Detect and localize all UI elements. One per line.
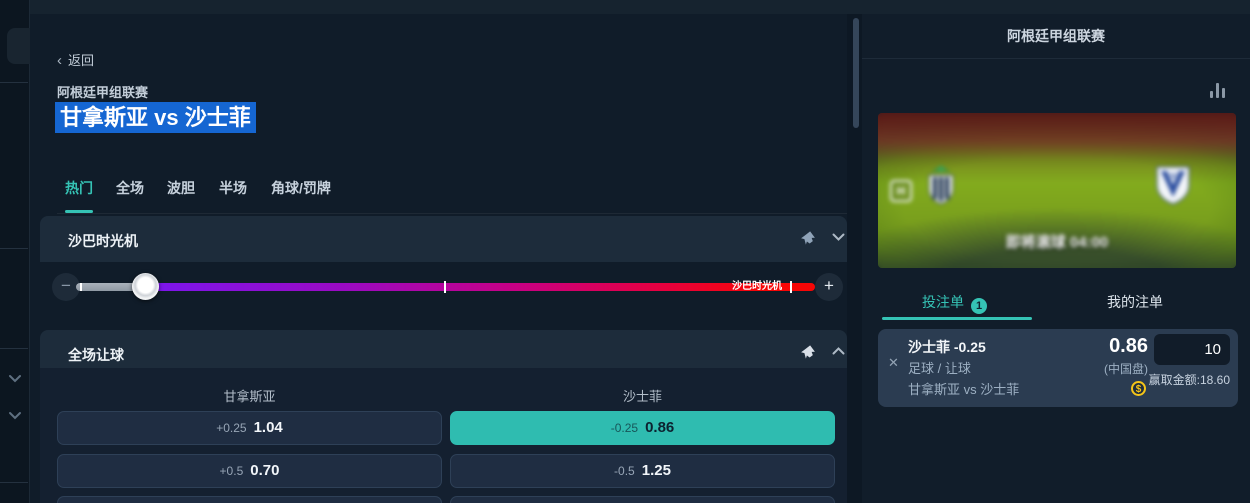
chevron-down-icon[interactable] — [832, 233, 845, 241]
slider-handle[interactable] — [132, 273, 159, 300]
slider-tick-end — [790, 281, 792, 293]
handicap-value: -0.25 — [610, 421, 639, 435]
hero-shade — [878, 113, 1236, 268]
close-icon[interactable]: ✕ — [888, 355, 899, 370]
stake-input[interactable] — [1154, 334, 1230, 365]
bet-event: 甘拿斯亚 vs 沙士菲 — [908, 382, 1020, 397]
bet-market: 足球 / 让球 — [908, 361, 971, 376]
tab-correct-score[interactable]: 波胆 — [167, 180, 195, 196]
slider-tick-mid — [444, 281, 446, 293]
divider — [0, 482, 28, 483]
divider — [0, 248, 28, 249]
back-chevron-icon: ‹ — [57, 52, 62, 69]
time-machine-section-header[interactable]: 沙巴时光机 — [40, 216, 847, 262]
panel-league-title: 阿根廷甲组联赛 — [862, 14, 1250, 59]
odds-format: (中国盘) — [1104, 362, 1148, 376]
divider — [0, 348, 28, 349]
bet-slip-card: ✕ 沙士菲 -0.25 足球 / 让球 甘拿斯亚 vs 沙士菲 0.86 (中国… — [878, 329, 1238, 407]
panel-gutter — [847, 14, 862, 503]
left-sidebar-edge — [0, 0, 37, 503]
scrollbar-thumb[interactable] — [853, 18, 859, 128]
odds-value: 1.04 — [253, 419, 283, 436]
tab-halftime[interactable]: 半场 — [219, 180, 247, 196]
odds-button-away-025-selected[interactable]: -0.25 0.86 — [450, 411, 835, 445]
back-button[interactable]: ‹ 返回 — [57, 50, 94, 69]
selected-title-text: 甘拿斯亚 vs 沙士菲 — [55, 102, 256, 133]
minus-icon: − — [61, 276, 71, 295]
odds-button-home-05[interactable]: +0.5 0.70 — [57, 454, 442, 488]
match-hero-card[interactable]: H V 即将滚球 04:00 甘拿斯亚 沙士菲 — [878, 113, 1236, 268]
tab-fulltime[interactable]: 全场 — [116, 180, 144, 196]
slider-plus-button[interactable]: + — [815, 273, 843, 301]
divider — [0, 82, 28, 83]
main-content: ‹ 返回 阿根廷甲组联赛 甘拿斯亚 vs 沙士菲 热门 全场 波胆 半场 角球/罚… — [30, 14, 847, 503]
market-tabs: 热门 全场 波胆 半场 角球/罚牌 — [57, 166, 847, 214]
win-amount: 18.60 — [1199, 373, 1230, 387]
column-header-home: 甘拿斯亚 — [223, 389, 276, 404]
top-band — [0, 0, 1250, 14]
bet-odds: 0.86 — [1109, 335, 1148, 357]
slider-tick — [80, 283, 82, 291]
slider-minus-button[interactable]: − — [52, 273, 80, 301]
stats-bars-icon[interactable] — [1210, 82, 1230, 98]
section-title: 沙巴时光机 — [68, 233, 138, 249]
match-status: 即将滚球 04:00 — [1005, 234, 1109, 251]
active-tab-underline — [882, 317, 1032, 320]
right-panel: 阿根廷甲组联赛 H V 即将滚球 — [862, 14, 1250, 503]
slider-track-label: 沙巴时光机 — [732, 281, 782, 292]
league-breadcrumb: 阿根廷甲组联赛 — [57, 85, 149, 100]
home-badge: H — [890, 180, 912, 202]
handicap-value: +0.5 — [219, 464, 244, 478]
svg-text:V: V — [1170, 171, 1176, 181]
tab-label: 投注单 — [922, 294, 964, 310]
coin-icon: $ — [1131, 381, 1146, 396]
win-label: 赢取金额: — [1148, 373, 1200, 387]
bet-selection: 沙士菲 -0.25 — [908, 339, 986, 355]
pin-icon[interactable] — [800, 344, 816, 360]
tab-corners-cards[interactable]: 角球/罚牌 — [271, 180, 331, 196]
plus-icon: + — [824, 276, 834, 295]
tab-my-bets[interactable]: 我的注单 — [1107, 294, 1163, 310]
chevron-down-icon[interactable] — [8, 374, 22, 383]
back-label: 返回 — [68, 53, 95, 68]
section-title: 全场让球 — [68, 347, 124, 363]
odds-value: 1.25 — [641, 462, 671, 479]
away-team-crest-icon: V — [1153, 163, 1191, 207]
odds-value: 0.86 — [645, 419, 675, 436]
pin-icon[interactable] — [800, 230, 816, 246]
odds-button-home-025[interactable]: +0.25 1.04 — [57, 411, 442, 445]
slider-track-past[interactable] — [76, 283, 176, 291]
chevron-up-icon[interactable] — [832, 347, 845, 355]
tab-hot[interactable]: 热门 — [65, 180, 93, 213]
chevron-down-icon[interactable] — [8, 411, 22, 420]
slider-track-gradient[interactable] — [146, 283, 815, 291]
odds-value: 0.70 — [250, 462, 280, 479]
handicap-value: -0.5 — [614, 464, 635, 478]
odds-button-away-row3-cutoff[interactable] — [450, 496, 835, 503]
tab-betslip[interactable]: 投注单 1 — [922, 292, 987, 314]
odds-button-home-row3-cutoff[interactable] — [57, 496, 442, 503]
column-header-away: 沙士菲 — [622, 389, 662, 404]
handicap-value: +0.25 — [216, 421, 247, 435]
odds-button-away-05[interactable]: -0.5 1.25 — [450, 454, 835, 488]
handicap-body: 甘拿斯亚 沙士菲 +0.25 1.04 -0.25 0.86 +0.5 0.70 -0… — [40, 368, 847, 503]
page-title: 甘拿斯亚 vs 沙士菲 — [55, 100, 256, 133]
potential-win: 赢取金额:18.60 — [1078, 371, 1230, 388]
betslip-count-badge: 1 — [971, 298, 987, 314]
home-team-crest-icon — [922, 163, 960, 207]
